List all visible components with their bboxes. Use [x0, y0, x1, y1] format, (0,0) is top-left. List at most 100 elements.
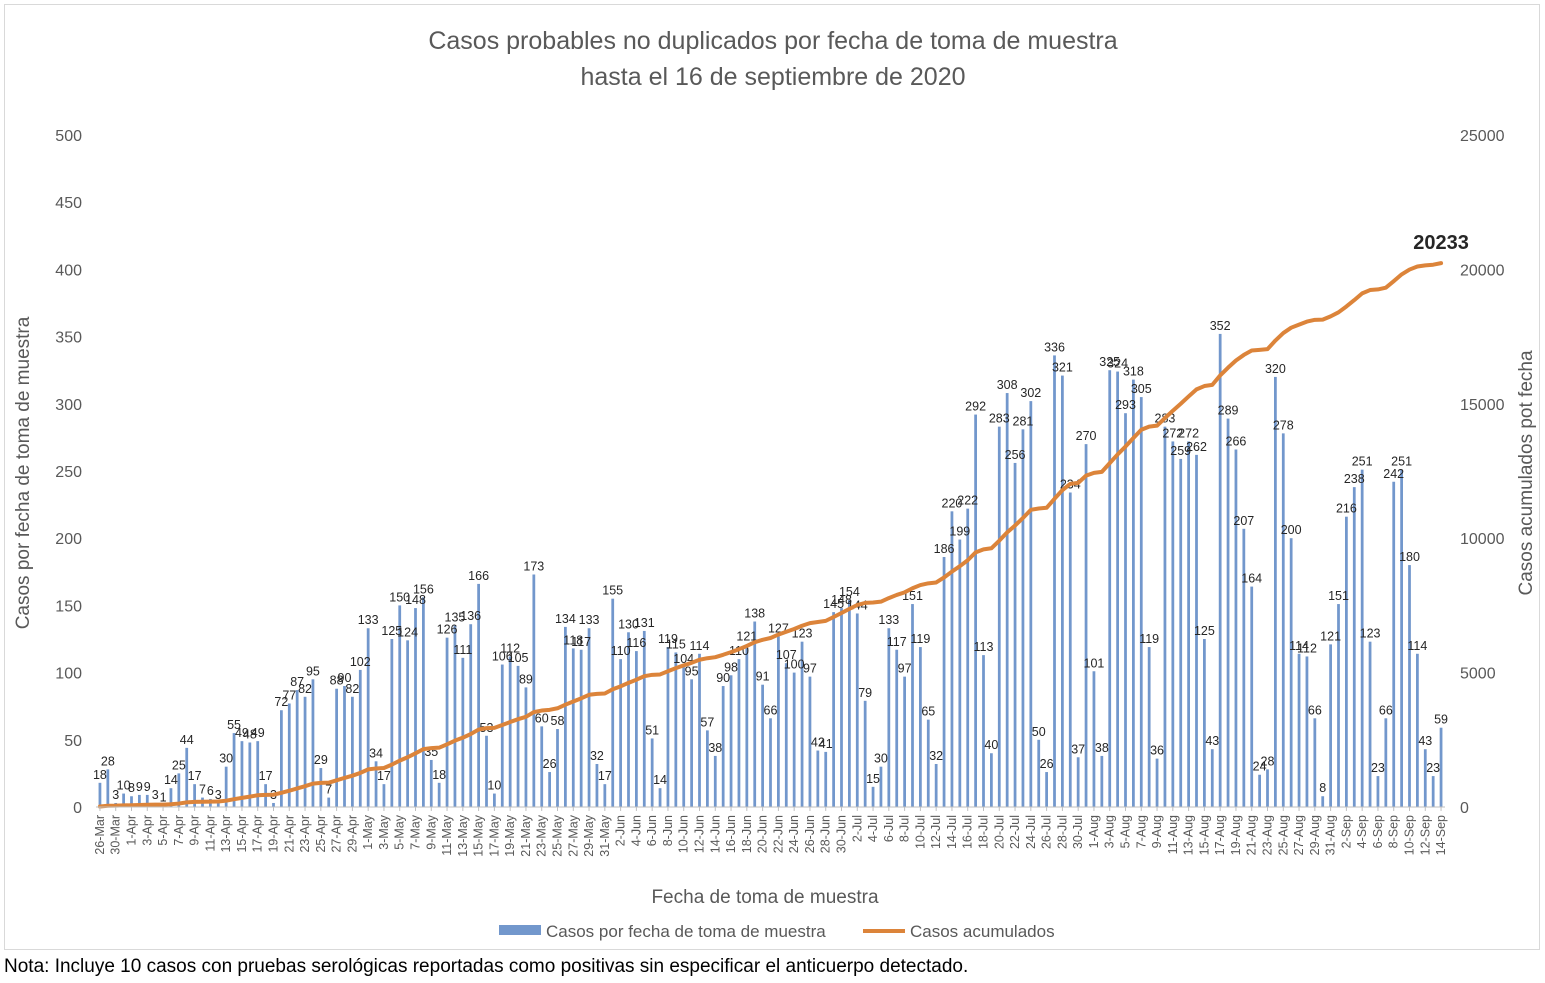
- bar-data-label: 148: [831, 593, 852, 607]
- bar: [571, 648, 575, 807]
- bar-data-label: 14: [164, 773, 178, 787]
- bar-data-label: 118: [563, 633, 583, 647]
- bar: [997, 426, 1001, 807]
- bar: [1076, 757, 1080, 807]
- bar-data-label: 114: [1289, 639, 1309, 653]
- bar-data-label: 6: [207, 784, 214, 798]
- bar: [1266, 769, 1269, 807]
- bar: [272, 802, 275, 807]
- y2-tick-label: 20000: [1460, 262, 1505, 279]
- bar: [1179, 458, 1183, 807]
- bar-data-label: 26: [1040, 757, 1054, 771]
- bar-data-label: 154: [839, 585, 860, 599]
- bar: [1360, 469, 1364, 807]
- bar-data-label: 199: [949, 525, 970, 539]
- bar-data-label: 283: [989, 412, 1010, 426]
- chart-frame: Casos probables no duplicados por fecha …: [4, 4, 1540, 950]
- bar: [1400, 469, 1403, 807]
- bar: [1124, 413, 1127, 807]
- bar-data-label: 124: [397, 625, 418, 639]
- bar-data-label: 37: [1071, 742, 1085, 756]
- bar: [753, 621, 757, 807]
- bar: [1242, 528, 1246, 807]
- bar: [461, 657, 465, 807]
- bar: [335, 688, 338, 807]
- bar: [311, 679, 315, 807]
- bar-data-label: 24: [1253, 760, 1267, 774]
- bar-data-label: 17: [598, 769, 612, 783]
- bar-data-label: 121: [736, 629, 757, 643]
- cumulative-line: [97, 261, 1444, 809]
- x-tick-label: 29-Aug: [1308, 815, 1322, 855]
- x-tick-label: 26-Mar: [93, 815, 107, 855]
- y-tick-label: 500: [55, 128, 82, 145]
- x-tick-label: 15-May: [472, 814, 486, 856]
- bar-data-label: 41: [819, 737, 833, 751]
- bar: [863, 700, 867, 807]
- bar-data-label: 43: [1418, 734, 1432, 748]
- bar: [1384, 718, 1388, 807]
- bar: [871, 786, 875, 807]
- bar: [1147, 647, 1151, 807]
- bar: [1053, 355, 1056, 807]
- x-tick-label: 5-Aug: [1119, 815, 1133, 848]
- bar-data-label: 50: [1032, 725, 1046, 739]
- bar: [950, 511, 954, 807]
- x-tick-label: 18-Jun: [740, 815, 754, 853]
- bar: [611, 598, 615, 807]
- x-tick-label: 7-Apr: [172, 815, 186, 846]
- bar-data-label: 8: [128, 781, 135, 795]
- y-tick-label: 450: [55, 195, 82, 212]
- x-tick-label: 21-Apr: [282, 815, 296, 853]
- bar-data-label: 42: [811, 736, 825, 750]
- x-tick-label: 7-May: [409, 814, 423, 849]
- bar: [414, 608, 417, 807]
- bar: [1297, 653, 1301, 807]
- bar: [1021, 429, 1025, 807]
- bar: [130, 796, 133, 807]
- bar: [1132, 379, 1135, 807]
- bar: [422, 597, 425, 807]
- bar-data-label: 44: [180, 733, 194, 747]
- bar-data-label: 135: [445, 611, 466, 625]
- x-tick-label: 14-Jul: [945, 815, 959, 849]
- bar-data-label: 28: [1261, 754, 1275, 768]
- x-tick-label: 5-Apr: [156, 815, 170, 846]
- bar: [1274, 376, 1277, 807]
- bar-data-label: 121: [1320, 629, 1341, 643]
- bar-data-label: 151: [1328, 589, 1349, 603]
- bar: [848, 600, 851, 807]
- bar-data-label: 3: [152, 788, 159, 802]
- bar-data-label: 321: [1052, 361, 1073, 375]
- bar: [761, 684, 764, 807]
- bar-data-label: 150: [389, 590, 410, 604]
- bar-data-label: 32: [590, 749, 604, 763]
- bar-data-label: 65: [921, 705, 935, 719]
- bar-data-label: 77: [282, 689, 296, 703]
- bar-data-label: 82: [298, 682, 312, 696]
- bar-data-label: 95: [685, 664, 699, 678]
- bar: [635, 651, 638, 807]
- x-tick-label: 9-Aug: [1150, 815, 1164, 848]
- x-tick-label: 23-May: [535, 814, 549, 856]
- bar-data-label: 123: [1360, 627, 1381, 641]
- bar: [524, 687, 528, 807]
- bar: [1313, 718, 1317, 807]
- legend-swatch-bar: [499, 925, 541, 935]
- bar-data-label: 126: [437, 623, 458, 637]
- bar-data-label: 82: [345, 682, 359, 696]
- bar-data-label: 49: [251, 726, 265, 740]
- bar-data-label: 222: [957, 494, 978, 508]
- bar: [1368, 641, 1372, 807]
- bar-data-label: 58: [551, 714, 565, 728]
- bar-data-label: 266: [1226, 434, 1247, 448]
- bar: [1187, 441, 1190, 807]
- bar: [406, 640, 409, 807]
- bar: [627, 632, 630, 807]
- bar-data-label: 131: [634, 616, 655, 630]
- x-tick-label: 10-Jul: [913, 815, 927, 849]
- bar-data-label: 34: [369, 746, 383, 760]
- chart-subtitle: hasta el 16 de septiembre de 2020: [581, 63, 966, 91]
- y2-axis-ticks: 0 5000 10000 15000 20000 25000: [1460, 128, 1505, 817]
